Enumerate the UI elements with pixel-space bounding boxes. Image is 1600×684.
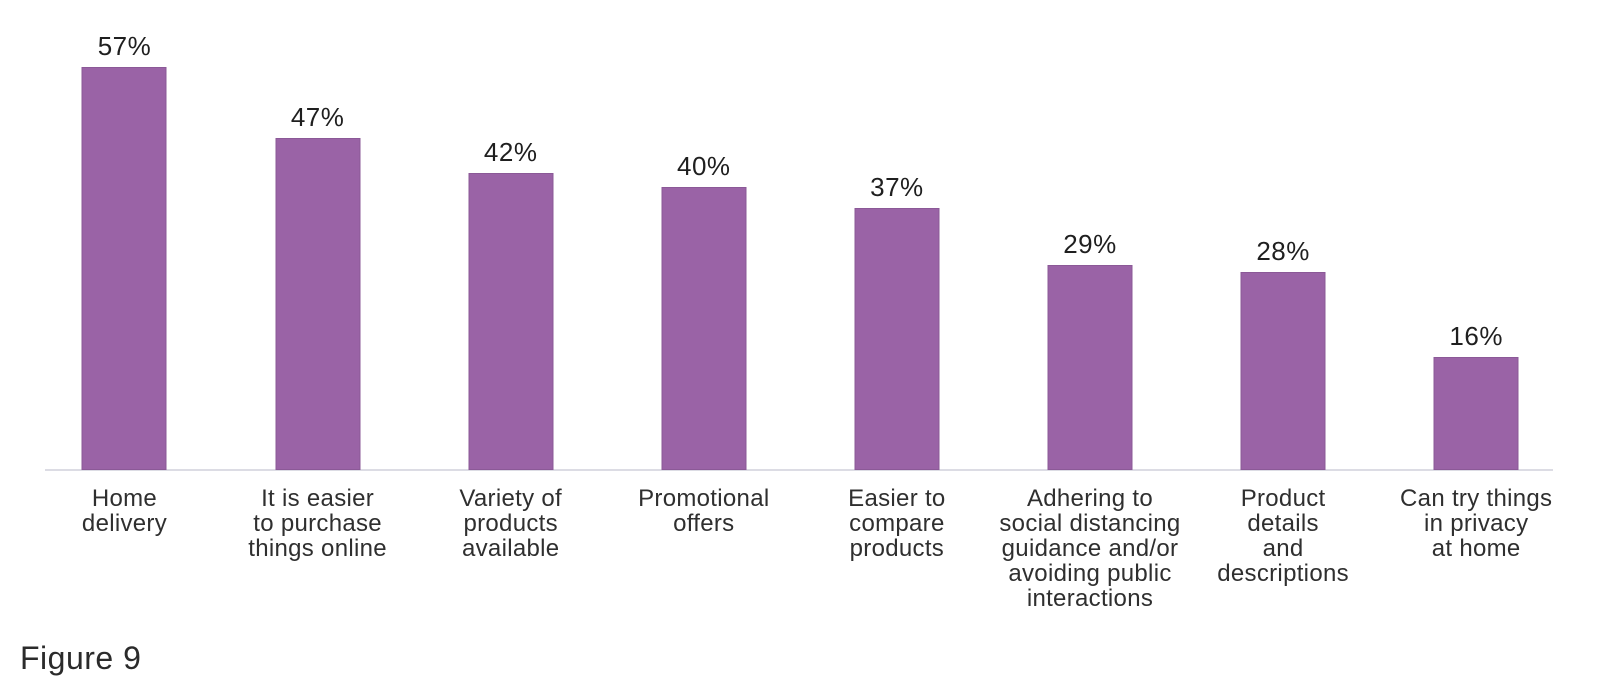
bar-column: 37% Easier to compare products <box>800 0 993 684</box>
bar-column: 47% It is easier to purchase things onlin… <box>221 0 414 684</box>
bar <box>854 208 940 470</box>
bar <box>275 137 361 470</box>
bar-value-label: 28% <box>1256 236 1310 267</box>
bar-column: 29% Adhering to social distancing guidanc… <box>993 0 1186 684</box>
category-label: Product details and descriptions <box>1217 485 1349 587</box>
category-label: Easier to compare products <box>848 485 946 562</box>
bar-value-label: 37% <box>870 172 924 203</box>
bar-column: 28% Product details and descriptions <box>1187 0 1380 684</box>
bar <box>1240 272 1326 470</box>
x-axis-line <box>45 469 1553 471</box>
category-label: Can try things in privacy at home <box>1400 485 1553 562</box>
bar-value-label: 40% <box>677 151 731 182</box>
category-label: It is easier to purchase things online <box>248 485 387 562</box>
category-label: Home delivery <box>81 485 168 537</box>
bar <box>661 187 747 470</box>
figure-caption: Figure 9 <box>20 640 142 676</box>
bar-column: 16% Can try things in privacy at home <box>1380 0 1573 684</box>
bar <box>468 173 554 470</box>
category-label: Variety of products available <box>459 485 562 562</box>
bar-value-label: 16% <box>1449 320 1503 351</box>
category-label: Adhering to social distancing guidance a… <box>999 485 1181 612</box>
bar <box>81 67 167 470</box>
bar-value-label: 29% <box>1063 228 1117 259</box>
bar <box>1433 356 1519 470</box>
bar-value-label: 47% <box>290 101 345 132</box>
bar-column: 42% Variety of products available <box>414 0 607 684</box>
bar-column: 57% Home delivery <box>28 0 221 684</box>
bar-value-label: 42% <box>483 137 538 168</box>
bar <box>1047 264 1133 470</box>
bar-value-label: 57% <box>97 31 152 62</box>
category-label: Promotional offers <box>638 485 770 537</box>
bar-column: 40% Promotional offers <box>607 0 800 684</box>
